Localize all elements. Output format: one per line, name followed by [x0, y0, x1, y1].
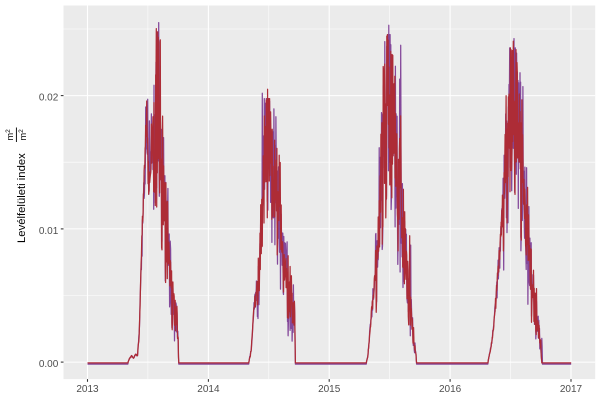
svg-text:Levélfelületi index: Levélfelületi index [16, 153, 28, 243]
svg-text:0.01: 0.01 [39, 226, 59, 237]
svg-text:0.00: 0.00 [39, 359, 59, 370]
svg-text:2017: 2017 [560, 384, 583, 395]
svg-text:0.02: 0.02 [39, 93, 59, 104]
svg-text:2013: 2013 [76, 384, 99, 395]
svg-text:2015: 2015 [318, 384, 341, 395]
svg-text:2016: 2016 [439, 384, 462, 395]
svg-text:2014: 2014 [197, 384, 220, 395]
svg-text:m2: m2 [5, 129, 15, 141]
svg-text:m2: m2 [18, 129, 28, 141]
